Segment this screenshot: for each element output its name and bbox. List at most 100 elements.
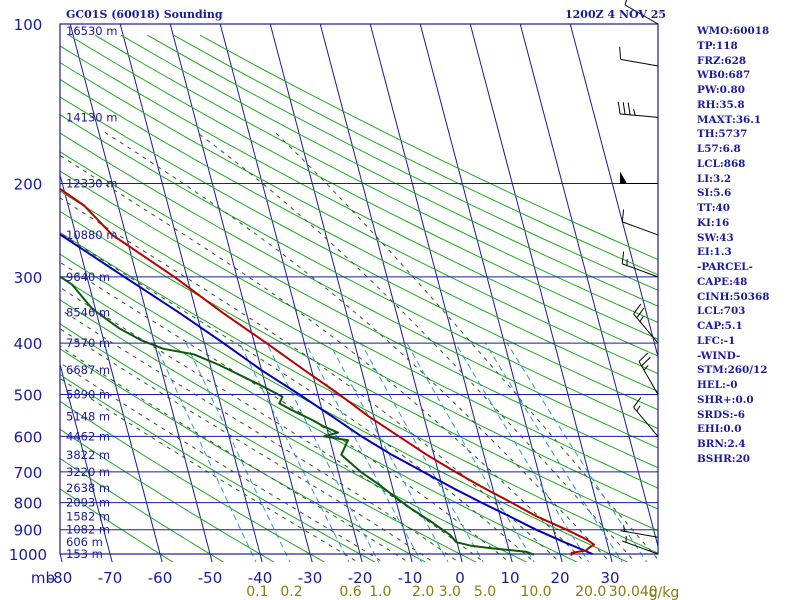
pressure-unit-label: mb (31, 569, 55, 587)
moist-adiabat (60, 377, 359, 562)
mixing-ratio-line (406, 342, 535, 562)
moist-adiabat (274, 131, 658, 561)
dry-adiabat (68, 34, 658, 340)
dry-adiabat (60, 78, 658, 392)
temperature-trace (60, 187, 595, 556)
pressure-tick-label: 400 (14, 335, 43, 353)
dry-adiabat (60, 488, 174, 562)
dry-adiabat (173, 34, 658, 276)
moist-adiabat (60, 286, 485, 562)
index-item: CAPE:48 (697, 275, 748, 288)
height-label: 10880 m (66, 228, 117, 242)
mixing-ratio-line (506, 342, 648, 562)
dry-adiabat (60, 62, 658, 375)
mixing-ratio-label: 0.6 (339, 584, 361, 600)
pressure-tick-label: 700 (14, 464, 43, 482)
pressure-tick-label: 600 (14, 428, 43, 446)
index-item: WB0:687 (697, 69, 751, 82)
index-item: SI:5.6 (697, 187, 732, 200)
dry-adiabat (199, 34, 658, 261)
dry-adiabat (60, 190, 658, 510)
temperature-trace-group (60, 187, 595, 556)
temp-tick-label: -10 (398, 569, 423, 587)
height-label: 5890 m (66, 387, 110, 401)
temp-tick-label: 0 (455, 569, 465, 587)
index-item: RH:35.8 (697, 98, 745, 111)
height-label: 1582 m (66, 510, 110, 524)
height-label: 5148 m (66, 409, 110, 423)
temp-tick-label: -60 (148, 569, 173, 587)
mixing-ratio-label: 0.1 (246, 584, 268, 600)
index-item: KI:16 (697, 216, 730, 229)
wind-barb (617, 101, 659, 118)
mixing-ratio-label: 10.0 (520, 584, 551, 600)
pressure-tick-label: 800 (14, 495, 43, 513)
temp-tick-label: -20 (348, 569, 373, 587)
index-item: SHR+:0.0 (697, 393, 754, 406)
mixing-ratio-label: 20.0 (575, 584, 606, 600)
wind-barb (622, 536, 659, 555)
index-item: LFC:-1 (697, 334, 736, 347)
dry-adiabat (60, 299, 528, 562)
height-label: 3220 m (66, 465, 110, 479)
wind-barb (621, 251, 659, 278)
dry-adiabat (94, 34, 658, 323)
index-item: EHI:0.0 (697, 423, 742, 436)
height-label: 12330 m (66, 177, 117, 191)
parcel-trace-group (60, 233, 593, 555)
mixing-ratio-label: 5.0 (474, 584, 496, 600)
height-label: 1082 m (66, 523, 110, 537)
index-item: SRDS:-6 (697, 408, 746, 421)
isotherm-line (0, 12, 13, 565)
mixing-ratio-label: 30.0 (609, 584, 640, 600)
dry-adiabat (60, 276, 578, 562)
dry-adiabat (60, 210, 658, 532)
isotherm-line (319, 24, 463, 562)
observation-time: 1200Z 4 NOV 25 (565, 8, 667, 21)
dry-adiabat (147, 34, 658, 291)
temp-tick-label: -40 (248, 569, 273, 587)
temp-tick-label: 30 (600, 569, 619, 587)
pressure-grid (60, 23, 658, 555)
isotherm-line (69, 24, 213, 562)
isotherm-line (369, 24, 513, 562)
index-item: MAXT:36.1 (697, 113, 762, 126)
index-item: HEL:-0 (697, 379, 738, 391)
index-item: LCL:703 (697, 305, 746, 318)
dry-adiabat (60, 428, 275, 562)
height-label: 7570 m (66, 336, 110, 350)
wind-barb (624, 0, 659, 25)
pressure-tick-label: 200 (14, 176, 43, 194)
index-item: -WIND- (697, 349, 741, 362)
indices-panel: WMO:60018 TP:118 FRZ:628 WB0:687 PW:0.80 RH:3… (697, 24, 769, 467)
index-item: SW:43 (697, 231, 734, 244)
isotherm-line (269, 24, 413, 562)
height-label: 9640 m (66, 270, 110, 284)
height-label: 3822 m (66, 448, 110, 462)
mixing-ratio-label: 2.0 (412, 584, 434, 600)
mixing-ratio-line (239, 342, 350, 562)
index-item: LCL:868 (697, 157, 746, 170)
moist-adiabat (60, 154, 586, 562)
height-label: 6687 m (66, 363, 110, 377)
moist-adiabat (60, 232, 536, 562)
wind-barb (633, 303, 659, 344)
mixing-ratio-line (360, 342, 484, 562)
mixing-ratio-line (185, 342, 291, 562)
pressure-tick-label: 100 (14, 16, 43, 34)
index-item: TP:118 (697, 39, 738, 52)
isotherm-line (60, 551, 63, 562)
dewpoint-trace-group (60, 275, 535, 556)
isotherm-line (169, 24, 313, 562)
pressure-tick-label: 1000 (9, 546, 47, 564)
dry-adiabat (60, 253, 629, 562)
moist-adiabat (60, 345, 409, 562)
isotherm-line (519, 24, 658, 549)
index-item: BRN:2.4 (697, 438, 746, 450)
dry-adiabats (60, 34, 658, 562)
index-item: EI:1.3 (697, 246, 732, 259)
mixing-ratio-line (266, 342, 380, 562)
index-item: FRZ:628 (697, 54, 747, 67)
temp-tick-label: -70 (98, 569, 123, 587)
